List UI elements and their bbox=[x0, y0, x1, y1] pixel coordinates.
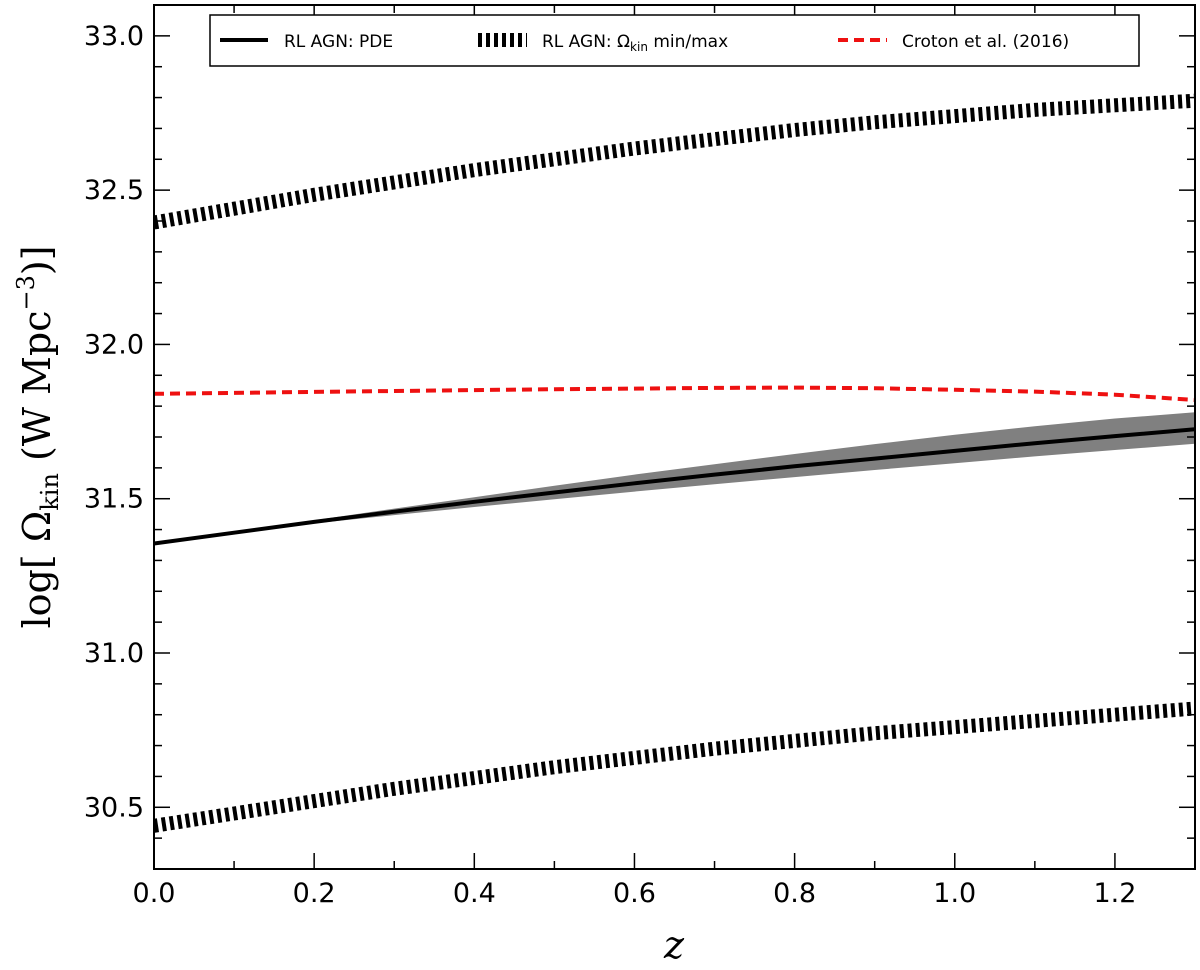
y-tick-label: 30.5 bbox=[84, 792, 144, 823]
legend-label-croton: Croton et al. (2016) bbox=[902, 32, 1069, 52]
series-1-line bbox=[154, 93, 1195, 230]
legend-box bbox=[209, 14, 1140, 67]
x-tick-label: 0.4 bbox=[453, 878, 496, 909]
x-tick-label: 1.2 bbox=[1093, 878, 1136, 909]
x-axis-label: z bbox=[663, 923, 685, 967]
axis-ticks bbox=[153, 4, 1196, 870]
y-tick-label: 32.5 bbox=[84, 175, 144, 206]
series-3-line bbox=[154, 385, 1195, 402]
x-tick-label: 0.6 bbox=[613, 878, 656, 909]
y-tick-label: 32.0 bbox=[84, 329, 144, 360]
x-tick-label: 0.8 bbox=[773, 878, 816, 909]
legend: RL AGN: PDE RL AGN: Ωkin min/max Croton … bbox=[209, 14, 1140, 67]
series-2-line bbox=[154, 701, 1195, 833]
y-tick-label: 31.0 bbox=[84, 638, 144, 669]
legend-label-minmax: RL AGN: Ωkin min/max bbox=[542, 32, 728, 54]
y-tick-label: 33.0 bbox=[84, 21, 144, 52]
series-0-line bbox=[154, 427, 1195, 546]
tick-labels: 0.0 0.2 0.4 0.6 0.8 1.0 1.2 30.5 31.0 31.5 32.0 32.… bbox=[84, 21, 1137, 909]
y-axis-label: log[ Ωkin (W Mpc−3)] bbox=[12, 245, 64, 628]
plot-frame bbox=[153, 4, 1196, 870]
x-tick-label: 0.0 bbox=[133, 878, 176, 909]
x-tick-label: 0.2 bbox=[293, 878, 336, 909]
plot-area bbox=[154, 93, 1195, 833]
legend-label-pde: RL AGN: PDE bbox=[284, 32, 393, 52]
x-tick-label: 1.0 bbox=[933, 878, 976, 909]
y-tick-label: 31.5 bbox=[84, 484, 144, 515]
